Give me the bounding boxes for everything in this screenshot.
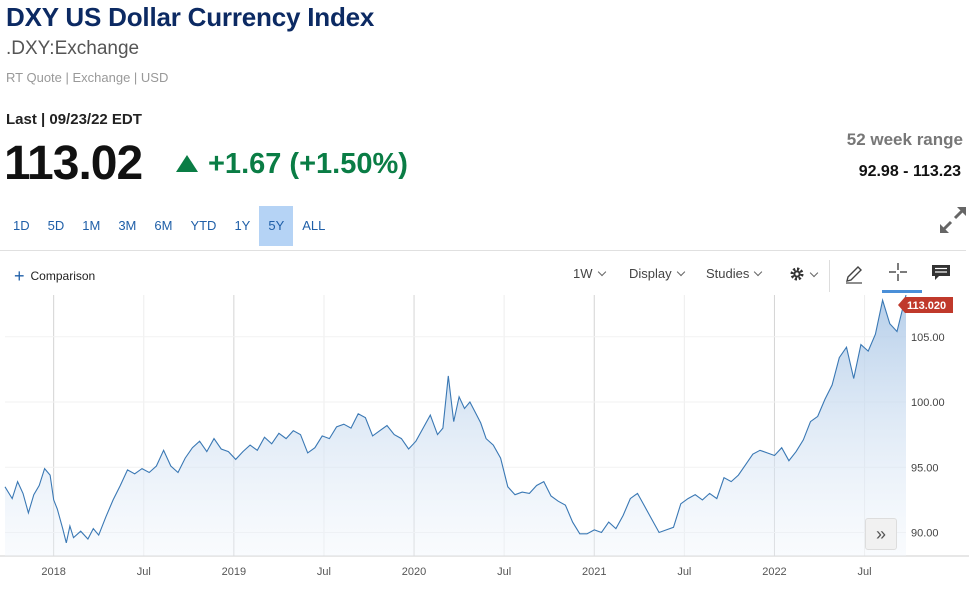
chevron-down-icon: [597, 267, 606, 277]
x-tick-label: Jul: [137, 566, 151, 578]
last-value-label: 113.020: [907, 300, 946, 312]
y-tick-label: 105.00: [911, 332, 945, 344]
x-tick-label: 2021: [582, 566, 606, 578]
chevron-down-icon: [754, 267, 763, 277]
y-tick-label: 100.00: [911, 397, 945, 409]
page-title: DXY US Dollar Currency Index: [6, 2, 375, 32]
chevron-down-icon: [809, 268, 819, 277]
symbol-label: .DXY:Exchange: [6, 38, 140, 59]
range-button-5y[interactable]: 5Y: [259, 206, 294, 246]
x-tick-label: Jul: [317, 566, 331, 578]
x-tick-label: Jul: [677, 566, 691, 578]
last-value-badge: 113.020: [898, 297, 953, 313]
pencil-icon[interactable]: [844, 264, 864, 284]
x-tick-label: Jul: [497, 566, 511, 578]
range-button-6m[interactable]: 6M: [154, 218, 173, 233]
active-tool-indicator: [882, 290, 922, 293]
range-button-1d[interactable]: 1D: [13, 218, 30, 233]
interval-label: 1W: [573, 266, 593, 281]
range-button-3m[interactable]: 3M: [118, 218, 137, 233]
quote-info: RT Quote | Exchange | USD: [6, 70, 169, 85]
crosshair-icon[interactable]: [888, 262, 908, 282]
studies-label: Studies: [706, 266, 750, 281]
chevron-down-icon: [676, 267, 685, 277]
range-selector: 1D 5D 1M 3M 6M YTD 1Y 5Y ALL: [4, 206, 334, 246]
x-tick-label: 2019: [222, 566, 246, 578]
x-tick-label: 2022: [762, 566, 786, 578]
week-range-label: 52 week range: [846, 130, 963, 149]
range-button-1m[interactable]: 1M: [82, 218, 101, 233]
x-tick-label: 2018: [41, 566, 65, 578]
y-tick-label: 90.00: [911, 528, 939, 540]
price-change: +1.67 (+1.50%): [176, 148, 408, 181]
up-triangle-icon: [176, 155, 198, 172]
price-area: [5, 295, 906, 556]
gear-icon: [790, 267, 804, 281]
interval-dropdown[interactable]: 1W: [573, 266, 606, 281]
price-chart[interactable]: 2018 Jul 2019 Jul 2020 Jul 2021 Jul 2022 Jul 90.0…: [0, 295, 969, 593]
toolbar-divider: [829, 260, 830, 292]
comparison-button[interactable]: + Comparison: [14, 266, 96, 286]
scroll-to-latest-button[interactable]: »: [865, 518, 897, 550]
display-dropdown[interactable]: Display: [629, 266, 685, 281]
range-button-1y[interactable]: 1Y: [234, 218, 251, 233]
comparison-label: Comparison: [30, 269, 96, 283]
expand-icon[interactable]: [939, 206, 967, 234]
y-tick-label: 95.00: [911, 462, 939, 474]
double-chevron-right-icon: »: [875, 523, 886, 544]
last-date-label: Last | 09/23/22 EDT: [6, 111, 142, 128]
settings-dropdown[interactable]: [789, 266, 819, 282]
comment-icon[interactable]: [931, 264, 951, 282]
range-button-ytd[interactable]: YTD: [190, 218, 217, 233]
price-change-value: +1.67 (+1.50%): [208, 148, 408, 180]
last-price: 113.02: [4, 137, 143, 190]
x-tick-label: Jul: [858, 566, 872, 578]
range-button-5d[interactable]: 5D: [47, 218, 65, 233]
studies-dropdown[interactable]: Studies: [706, 266, 763, 281]
price-line: [4, 295, 907, 544]
header-divider: [0, 250, 966, 251]
range-button-all[interactable]: ALL: [302, 218, 326, 233]
plus-icon: +: [14, 266, 25, 286]
display-label: Display: [629, 266, 672, 281]
x-tick-label: 2020: [402, 566, 426, 578]
week-range-value: 92.98 - 113.23: [858, 163, 961, 180]
